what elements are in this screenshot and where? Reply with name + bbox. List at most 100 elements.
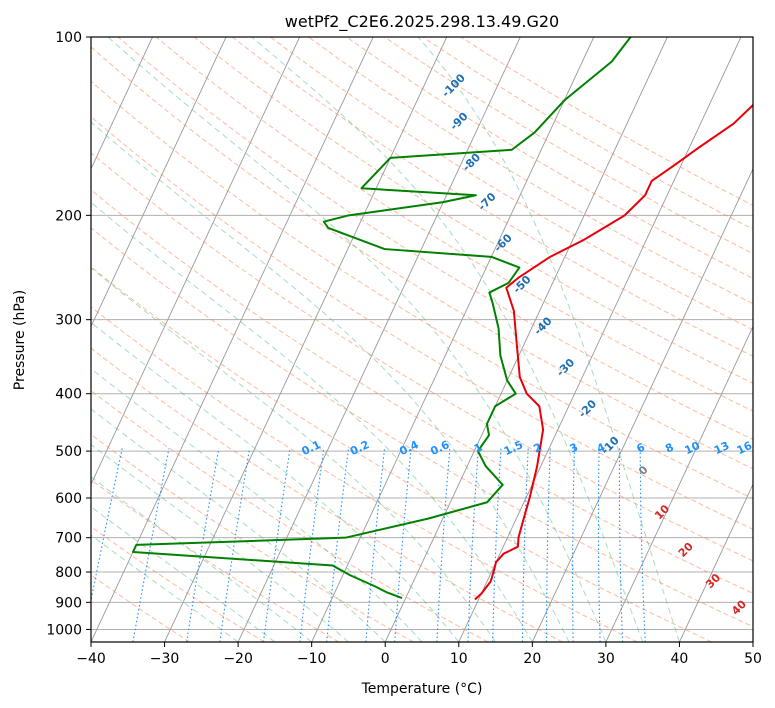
moist-adiabat-line <box>91 267 496 642</box>
y-axis-ticks: 100 200 300 400 500 600 700 800 900 1000 <box>46 30 91 638</box>
y-tick-label: 800 <box>55 565 82 581</box>
moist-adiabat-line <box>107 37 607 642</box>
mixing-ratio-line <box>618 448 624 642</box>
x-tick-label: 50 <box>744 651 762 667</box>
dry-adiabat-line <box>346 37 753 279</box>
mixing-ratio-line <box>132 448 170 642</box>
mixing-ratio-label: 8 <box>663 441 675 456</box>
dry-adiabat-line <box>91 46 753 470</box>
dry-adiabat-label: -80 <box>460 150 483 173</box>
x-axis-ticks: −40 −30 −20 −10 0 10 20 30 40 50 <box>76 642 762 667</box>
y-tick-label: 100 <box>55 30 82 46</box>
mixing-ratio-label: 0.6 <box>428 438 451 458</box>
moist-adiabat-label: 30 <box>703 571 723 591</box>
dry-adiabat-line <box>91 526 265 642</box>
y-tick-label: 400 <box>55 387 82 403</box>
y-tick-label: 1000 <box>46 622 82 638</box>
x-tick-label: 10 <box>450 651 468 667</box>
mixing-ratio-label: 3 <box>568 441 580 456</box>
moist-adiabat-label: 0 <box>636 463 651 478</box>
mixing-ratio-label: 20 <box>759 439 775 457</box>
mixing-ratio-line <box>436 448 451 642</box>
y-tick-label: 600 <box>55 491 82 507</box>
y-tick-label: 700 <box>55 531 82 547</box>
isotherm-line <box>91 37 227 328</box>
isotherm-line <box>311 37 595 642</box>
chart-title: wetPf2_C2E6.2025.298.13.49.G20 <box>285 12 559 32</box>
dry-adiabat-line <box>270 37 753 331</box>
dry-adiabat-line <box>91 227 753 628</box>
isotherm-line <box>679 483 753 642</box>
mixing-ratio-label: 0.4 <box>397 438 420 458</box>
x-tick-label: 20 <box>523 651 541 667</box>
background-lines <box>0 37 753 642</box>
dry-adiabat-label: -90 <box>447 110 470 133</box>
dry-adiabat-label: -60 <box>491 231 514 254</box>
dry-adiabat-label: -20 <box>576 397 599 420</box>
isotherm-line <box>0 37 5 642</box>
dry-adiabat-line <box>231 37 753 357</box>
dry-adiabat-line <box>91 116 753 530</box>
y-tick-label: 200 <box>55 208 82 224</box>
mixing-ratio-label: 0.1 <box>300 438 323 458</box>
mixing-ratio-line <box>219 448 251 642</box>
mixing-ratio-label: 1.5 <box>502 438 525 458</box>
x-tick-label: −40 <box>76 651 106 667</box>
dry-adiabat-label: -100 <box>439 71 468 100</box>
isotherm-line <box>91 37 301 486</box>
sounding-profiles <box>131 37 753 601</box>
mixing-ratio-line <box>639 448 646 642</box>
dry-adiabat-line <box>384 37 753 255</box>
y-tick-label: 300 <box>55 313 82 329</box>
dry-adiabat-label: -40 <box>531 314 554 337</box>
mixing-ratio-label: 13 <box>712 439 731 457</box>
mixing-ratio-label: 0.2 <box>348 438 371 458</box>
x-tick-label: 40 <box>671 651 689 667</box>
isotherm-line <box>91 37 374 642</box>
moist-adiabat-line <box>91 321 460 642</box>
dry-adiabat-line <box>91 189 753 594</box>
mixing-ratio-label: 10 <box>683 439 703 457</box>
temperature-profile-line <box>474 103 753 601</box>
dewpoint-profile-line <box>131 37 632 599</box>
y-axis-title: Pressure (hPa) <box>12 290 28 390</box>
dry-adiabat-line <box>91 347 563 642</box>
y-tick-label: 500 <box>55 444 82 460</box>
mixing-ratio-line <box>365 448 386 642</box>
dry-adiabat-line <box>91 306 638 642</box>
moist-adiabat-line <box>417 37 680 642</box>
x-tick-label: 0 <box>381 651 390 667</box>
dry-adiabat-line <box>91 152 753 562</box>
isotherm-line <box>91 37 153 170</box>
plot-frame <box>90 36 754 643</box>
y-tick-label: 900 <box>55 595 82 611</box>
mixing-ratio-label: 6 <box>635 440 648 455</box>
moist-adiabat-line <box>91 121 570 642</box>
x-tick-label: −30 <box>150 651 180 667</box>
mixing-ratio-line <box>262 448 291 642</box>
mixing-ratio-line <box>394 448 412 642</box>
moist-adiabat-line <box>91 506 276 642</box>
mixing-ratio-line <box>326 448 349 642</box>
moist-adiabat-line <box>91 534 239 642</box>
x-tick-label: −10 <box>297 651 327 667</box>
dry-adiabat-line <box>117 37 753 441</box>
moist-adiabat-label: 40 <box>729 597 749 617</box>
dry-adiabat-line <box>91 433 414 642</box>
mixing-ratio-label: 16 <box>735 439 755 457</box>
dry-adiabat-label: -30 <box>554 356 577 379</box>
isotherm-line <box>384 37 668 642</box>
mixing-ratio-label: 2 <box>532 441 544 456</box>
moist-adiabat-line <box>251 37 644 642</box>
isotherm-line <box>605 325 753 642</box>
x-tick-label: 30 <box>597 651 615 667</box>
mixing-ratio-line <box>546 448 551 642</box>
moist-adiabat-line <box>91 368 423 642</box>
moist-adiabat-line <box>91 201 533 642</box>
dry-adiabat-line <box>91 266 712 642</box>
mixing-ratio-line <box>186 448 220 642</box>
isoline-labels: -100-90-80-70-60-50-40-30-20-10010203040… <box>300 71 775 618</box>
mixing-ratio-line <box>91 448 123 604</box>
dry-adiabat-line <box>91 479 340 642</box>
